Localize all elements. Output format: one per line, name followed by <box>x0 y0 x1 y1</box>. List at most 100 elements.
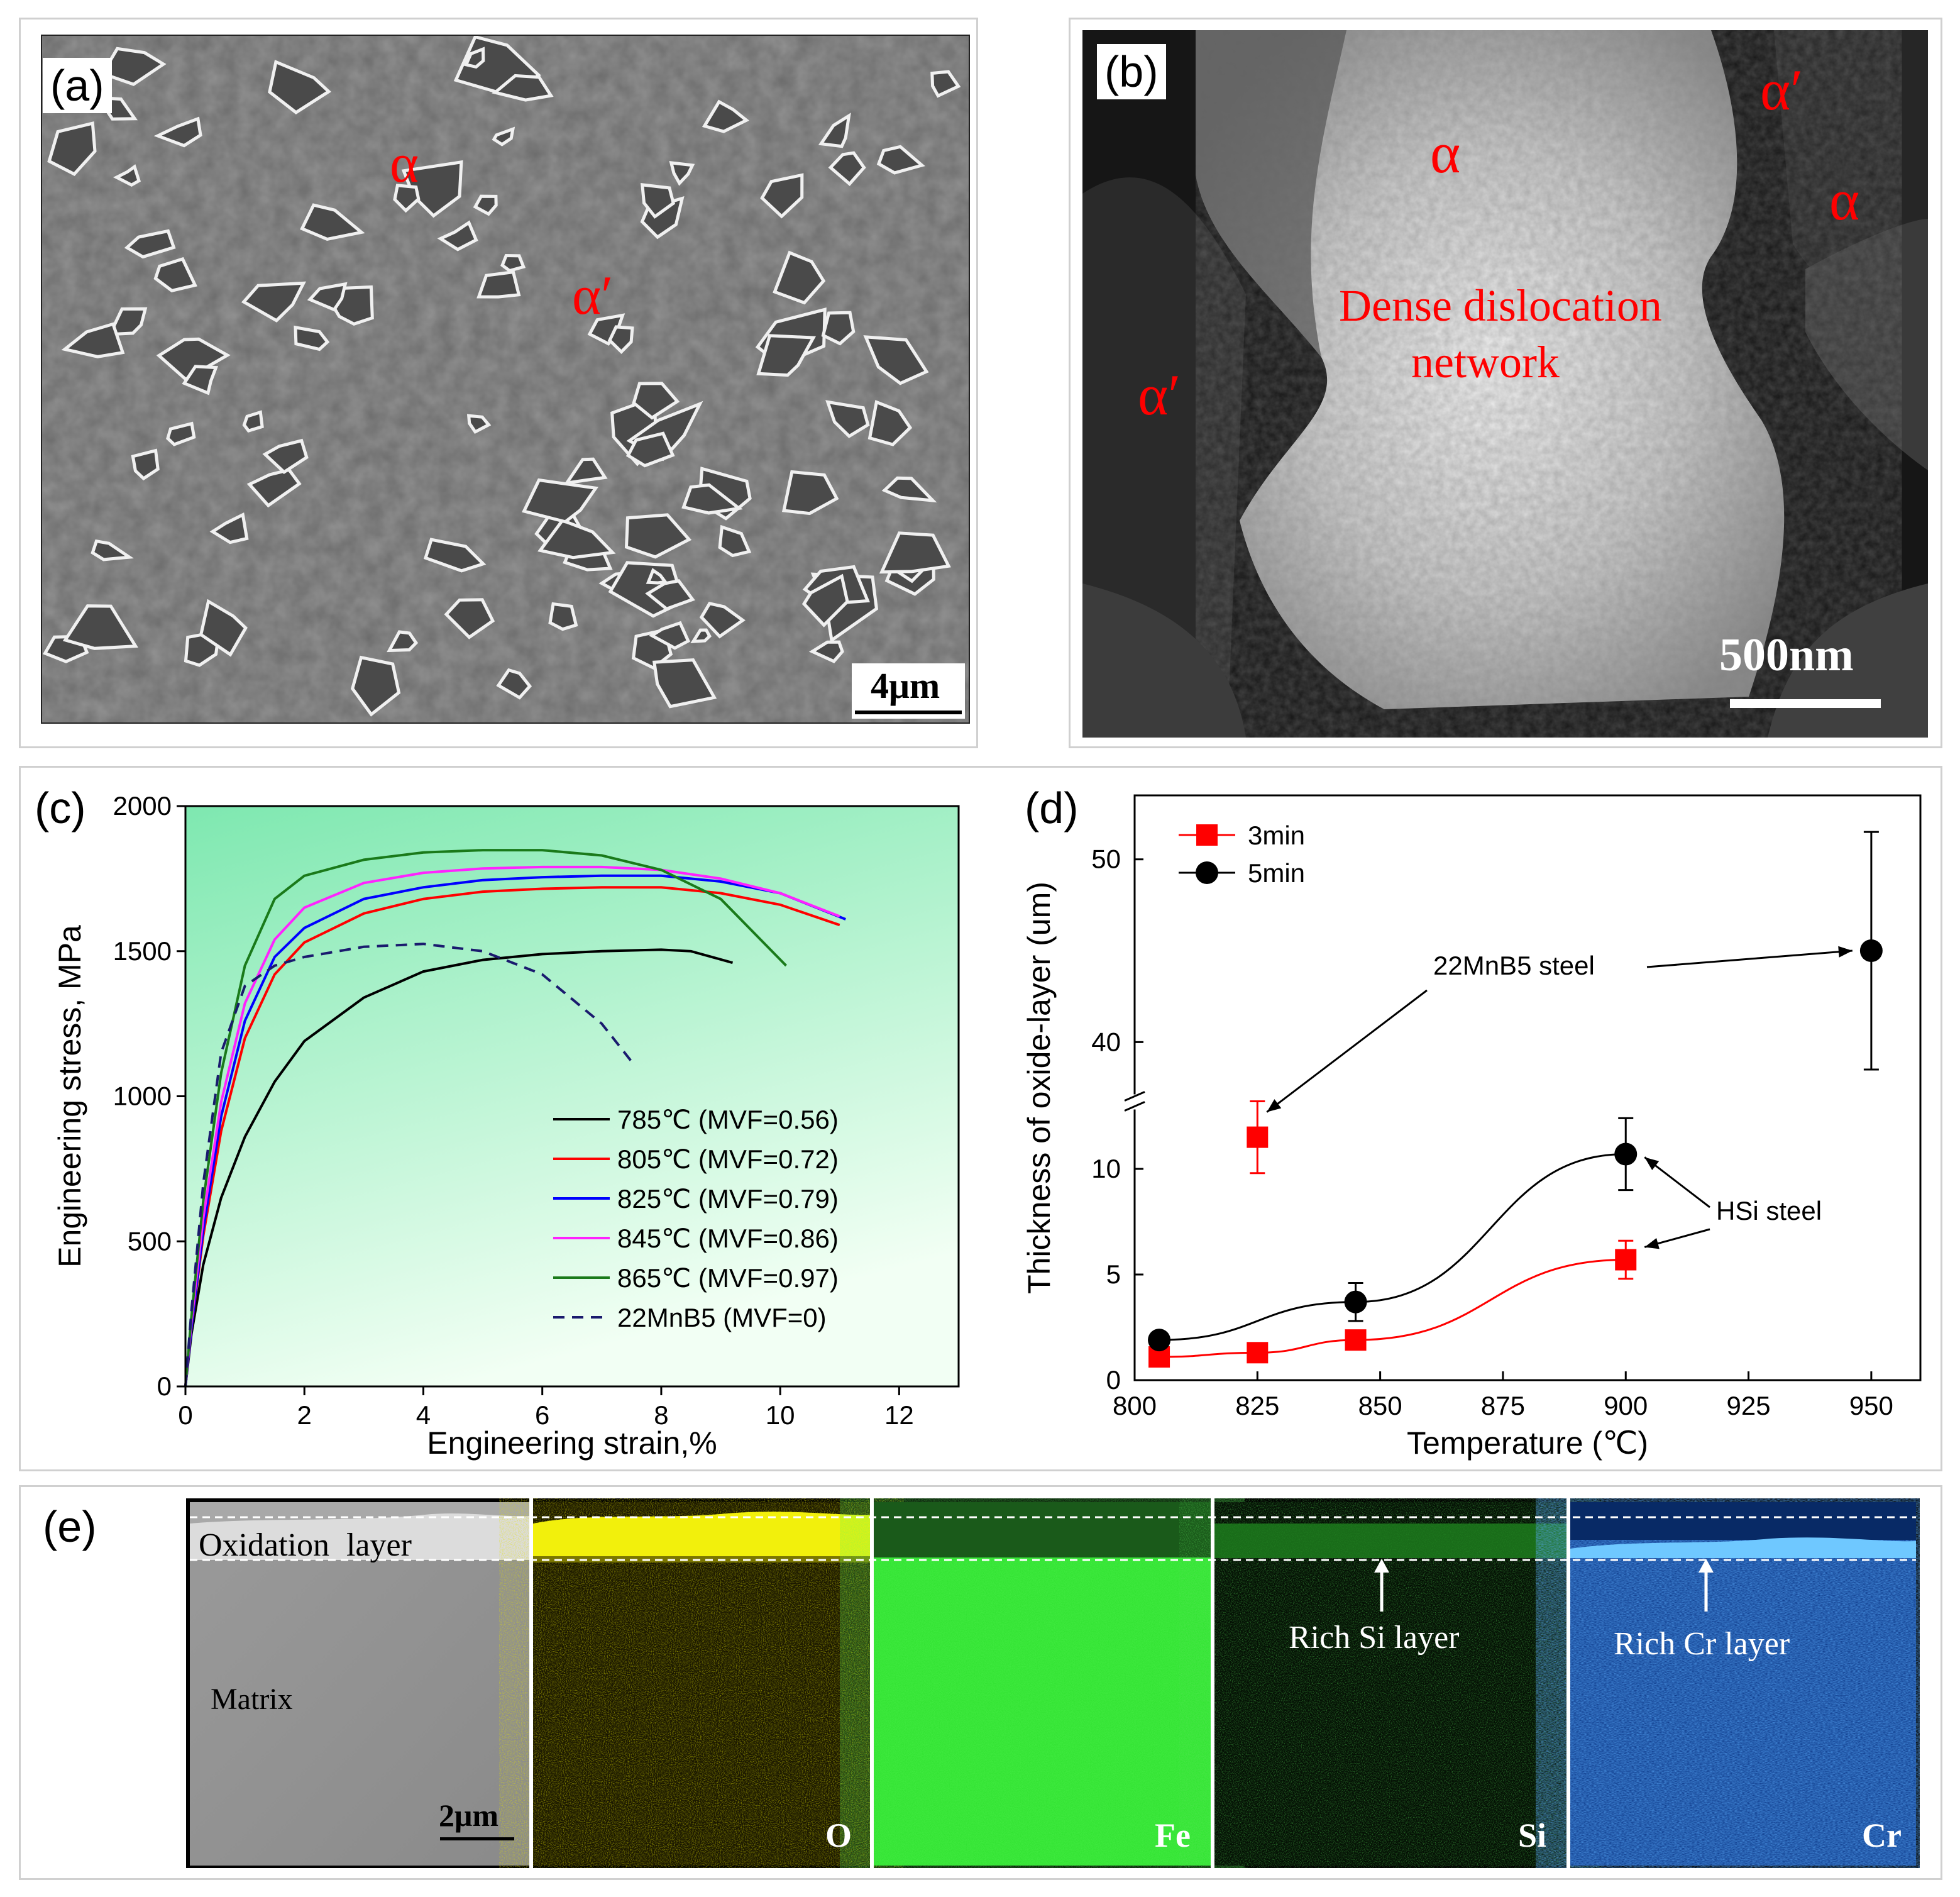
ferrite-grain <box>294 325 330 351</box>
y-tick-label-d: 10 <box>1091 1154 1121 1183</box>
x-tick-label-c: 12 <box>884 1400 914 1430</box>
ferrite-grain <box>699 601 746 639</box>
x-tick-label-d: 800 <box>1113 1391 1157 1420</box>
ferrite-grain <box>801 573 849 628</box>
map-label-cr: Cr <box>1862 1817 1902 1854</box>
ferrite-grain <box>62 604 138 650</box>
annotation-arrowhead <box>1644 1157 1660 1171</box>
panel-b-frame <box>1069 18 1942 748</box>
ferrite-grain <box>463 47 485 69</box>
alpha-label-b1: α <box>1430 121 1461 185</box>
ferrite-grain <box>153 116 202 148</box>
ferrite-grain <box>466 414 492 434</box>
plot-area-c <box>185 806 959 1386</box>
panel-e-frame <box>19 1485 1942 1880</box>
x-tick-label-c: 4 <box>416 1400 431 1430</box>
data-point-circle <box>1196 861 1218 884</box>
ferrite-grain <box>268 60 331 114</box>
series-line-c <box>184 886 840 1387</box>
x-tick-label-c: 8 <box>654 1400 668 1430</box>
ferrite-grain <box>241 281 306 323</box>
ferrite-grain <box>182 365 219 395</box>
scale-bar-a-box <box>852 663 965 719</box>
ferrite-grain <box>300 203 365 241</box>
x-tick-label-c: 0 <box>178 1400 192 1430</box>
ferrite-grain <box>863 335 929 385</box>
ferrite-grain <box>625 431 675 468</box>
panel-b-tem-image <box>1082 30 1928 738</box>
data-point-circle <box>1148 1329 1171 1352</box>
ferrite-grain <box>153 257 197 293</box>
annotation-arrowhead <box>1838 946 1853 958</box>
chart-c: 0 2 4 6 8 10 12 0 500 1000 1500 2000 Engineering str… <box>50 780 993 1465</box>
alpha-label: α <box>390 133 419 194</box>
data-point-circle <box>1859 939 1883 963</box>
dislocation-annotation-line1: Dense dislocation <box>1339 280 1662 331</box>
ferrite-grain <box>641 183 676 219</box>
y-tick-label-c: 2000 <box>113 791 172 821</box>
y-tick-label-d: 5 <box>1106 1259 1121 1289</box>
map-label-fe: Fe <box>1155 1817 1191 1854</box>
rich-si-layer-label: Rich Si layer <box>1289 1620 1460 1656</box>
scale-bar-e-line <box>440 1837 514 1840</box>
data-point-square <box>1615 1249 1637 1271</box>
scale-bar-b-text: 500nm <box>1719 629 1854 681</box>
data-point-circle <box>1344 1290 1367 1314</box>
scale-bar-b-line <box>1730 699 1881 708</box>
ferrite-grain <box>307 282 348 312</box>
ferrite-grain <box>818 113 851 148</box>
y-tick-label-c: 500 <box>128 1226 172 1256</box>
x-tick-label-c: 10 <box>766 1400 795 1430</box>
ferrite-grain <box>492 126 515 147</box>
legend-label-c: 865℃ (MVF=0.97) <box>617 1263 839 1293</box>
data-point-square <box>1345 1329 1367 1351</box>
ferrite-grain <box>607 325 634 355</box>
data-point-square <box>1247 1342 1269 1364</box>
ferrite-grain <box>563 457 608 485</box>
ferrite-grain <box>444 598 495 639</box>
y-tick-label-c: 0 <box>157 1371 172 1401</box>
x-axis-title-c: Engineering strain,% <box>427 1425 717 1461</box>
ferrite-grain <box>47 121 97 177</box>
y-tick-label-c: 1000 <box>113 1081 172 1111</box>
ferrite-grain <box>500 253 526 273</box>
ferrite-grain <box>246 468 302 508</box>
ferrite-grain <box>652 658 717 709</box>
y-tick-label-d: 40 <box>1091 1027 1121 1056</box>
x-tick-label-c: 2 <box>297 1400 312 1430</box>
ferrite-grain <box>209 512 249 545</box>
ferrite-grain <box>773 250 826 305</box>
ferrite-grain <box>548 602 578 631</box>
axis-break-mark <box>1124 1091 1145 1102</box>
ferrite-grain <box>690 628 712 643</box>
data-point-circle <box>1614 1142 1638 1166</box>
ferrite-grain <box>756 334 817 377</box>
ferrite-grain <box>522 478 599 524</box>
y-tick-label-d: 0 <box>1106 1365 1121 1395</box>
legend-label-c: 22MnB5 (MVF=0) <box>617 1303 827 1332</box>
oxidation-layer-label: Oxidation layer <box>199 1527 412 1563</box>
ferrite-grain <box>645 579 695 611</box>
ferrite-grain <box>760 173 804 219</box>
ferrite-grain <box>423 538 487 573</box>
x-tick-label-d: 900 <box>1604 1391 1648 1420</box>
series-line-d <box>1159 1153 1626 1341</box>
legend-label-c: 805℃ (MVF=0.72) <box>617 1144 839 1174</box>
matrix-label: Matrix <box>211 1683 293 1716</box>
annotation-22mnb5: 22MnB5 steel <box>1433 951 1595 980</box>
legend-label-d: 3min <box>1248 821 1305 850</box>
scale-bar-a-text: 4μm <box>871 665 940 706</box>
alpha-label-b2: α <box>1829 168 1860 232</box>
ferrite-grain <box>387 630 419 653</box>
series-line-c <box>184 865 840 1387</box>
ferrite-grain <box>881 476 937 503</box>
alpha-prime-label-b2: α′ <box>1138 363 1181 427</box>
ferrite-grain <box>473 194 498 216</box>
panel-d-label: (d) <box>1025 783 1079 832</box>
ferrite-grain <box>702 99 750 133</box>
ferrite-grain <box>808 640 844 663</box>
panel-a-frame <box>19 18 978 748</box>
dislocation-annotation-line2: network <box>1411 337 1560 387</box>
ferrite-grain <box>131 448 160 481</box>
x-axis-title-d: Temperature (℃) <box>1407 1425 1648 1461</box>
